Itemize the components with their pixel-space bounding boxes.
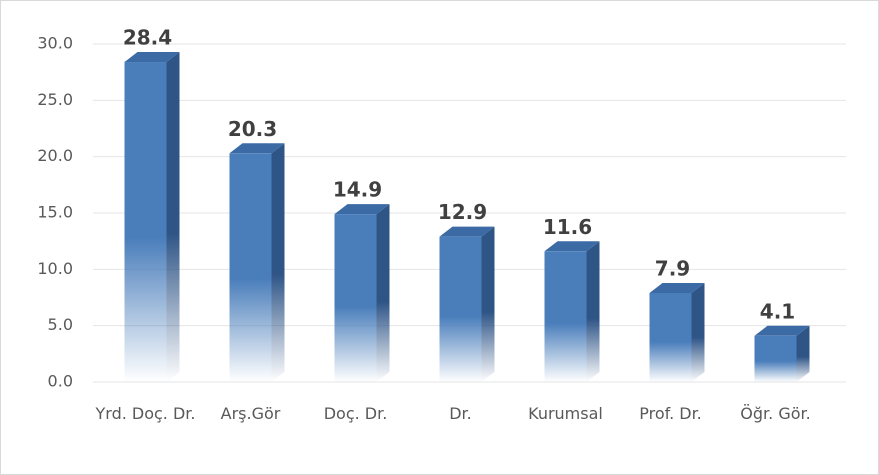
- y-tick-label: 30.0: [37, 34, 73, 53]
- bar: [649, 282, 705, 382]
- data-label: 11.6: [543, 215, 592, 239]
- y-tick-label: 0.0: [48, 372, 73, 391]
- y-tick-label: 5.0: [48, 315, 73, 334]
- bar-front: [229, 153, 272, 382]
- x-tick-label: Arş.Gör: [220, 404, 281, 423]
- data-label: 28.4: [123, 26, 172, 50]
- bar-top: [229, 143, 285, 154]
- data-label: 20.3: [228, 117, 277, 141]
- data-label: 7.9: [655, 256, 690, 280]
- x-tick-label: Prof. Dr.: [639, 404, 702, 423]
- bar-front: [334, 214, 377, 382]
- y-tick-label: 10.0: [37, 259, 73, 278]
- x-tick-label: Doç. Dr.: [323, 404, 388, 423]
- bar-front: [544, 251, 587, 382]
- bar-side: [166, 52, 180, 382]
- bar: [439, 226, 495, 382]
- bar-side: [586, 241, 600, 382]
- bar-side: [796, 325, 810, 382]
- bar: [754, 325, 810, 382]
- data-label: 12.9: [438, 200, 487, 224]
- bar-front: [754, 335, 797, 382]
- bar-front: [439, 236, 482, 382]
- bar-top: [754, 325, 810, 336]
- bar: [334, 204, 390, 382]
- bar-side: [271, 143, 285, 382]
- bar-side: [691, 282, 705, 382]
- x-tick-label: Öğr. Gör.: [740, 404, 811, 423]
- bar-top: [124, 52, 180, 63]
- x-tick-label: Kurumsal: [528, 404, 603, 423]
- bar-top: [439, 226, 495, 237]
- bar-front: [124, 62, 167, 382]
- bar-side: [376, 204, 390, 382]
- y-tick-label: 15.0: [37, 203, 73, 222]
- x-tick-label: Yrd. Doç. Dr.: [95, 404, 196, 423]
- bar-top: [649, 282, 705, 293]
- bar-side: [481, 226, 495, 382]
- data-label: 14.9: [333, 178, 382, 202]
- bar-top: [334, 204, 390, 215]
- bar: [124, 52, 180, 382]
- y-tick-label: 20.0: [37, 146, 73, 165]
- bar: [544, 241, 600, 382]
- bar-front: [649, 292, 692, 382]
- bar: [229, 143, 285, 382]
- y-tick-label: 25.0: [37, 90, 73, 109]
- data-label: 4.1: [760, 299, 795, 323]
- x-tick-label: Dr.: [449, 404, 472, 423]
- bar-top: [544, 241, 600, 252]
